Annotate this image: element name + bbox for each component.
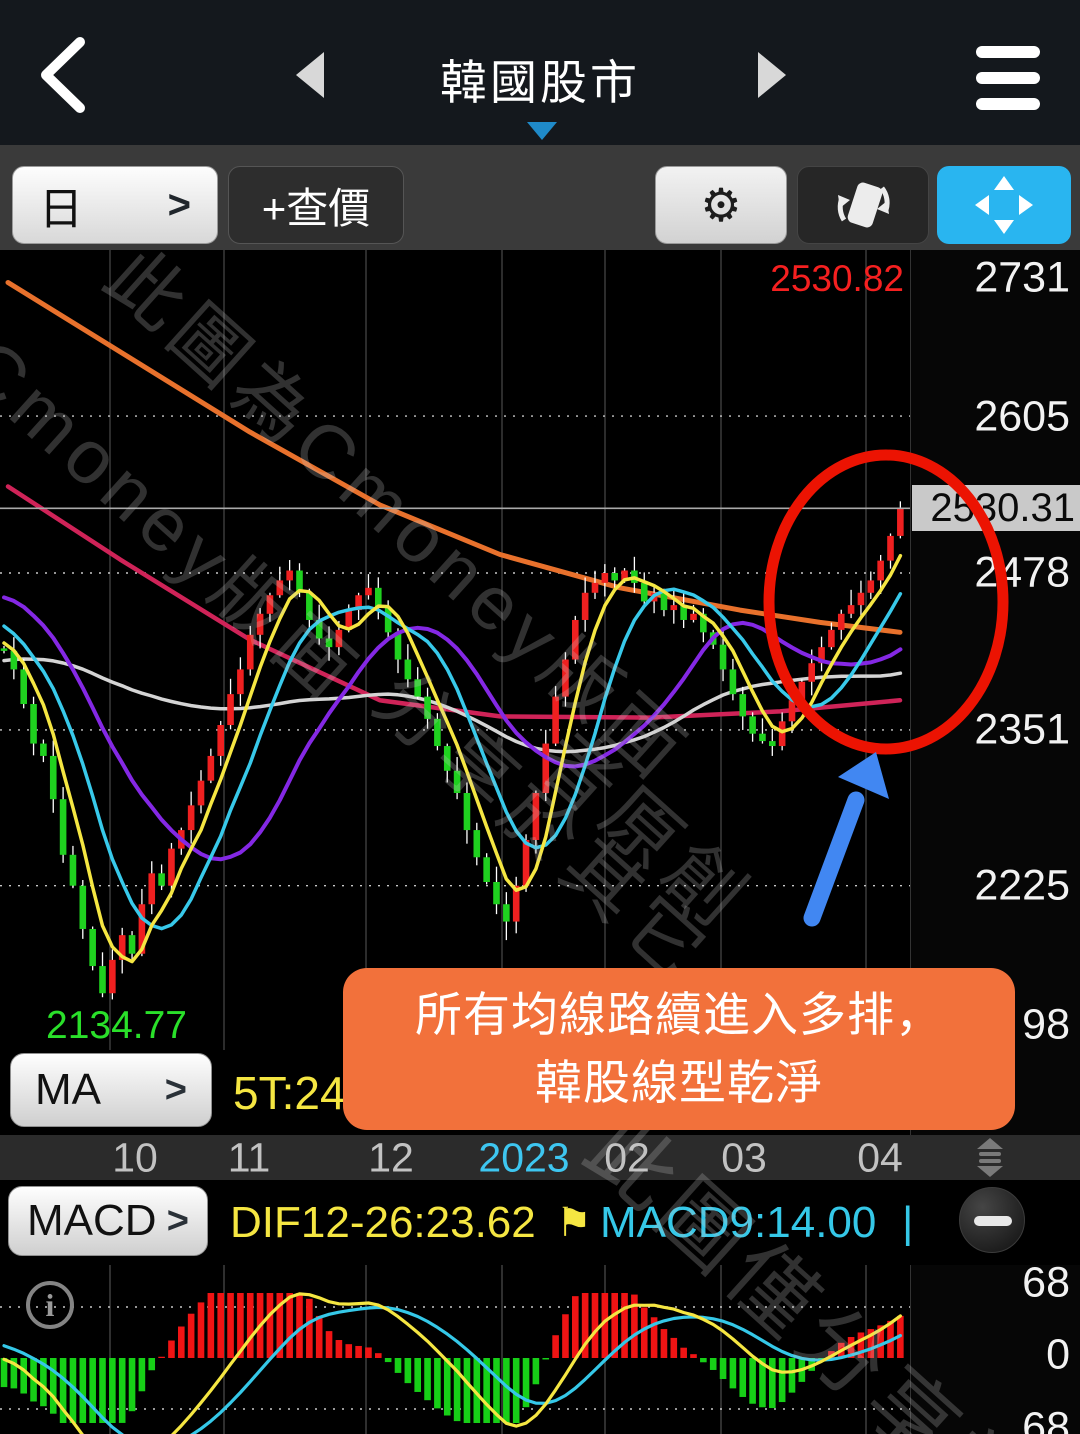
price-axis-label: 2225 — [974, 861, 1070, 910]
chart-toolbar: 日 > +查價 ⚙ — [0, 145, 1080, 250]
minus-icon — [974, 1216, 1012, 1226]
chevron-right-icon: > — [166, 1199, 189, 1242]
chevron-right-icon: > — [167, 182, 191, 227]
triangle-down-icon — [977, 1166, 1003, 1177]
info-button[interactable]: i — [26, 1281, 74, 1329]
macd-histogram — [0, 1293, 904, 1423]
move-arrows-icon — [975, 176, 1033, 234]
price-axis-label: 98 — [1022, 1000, 1070, 1049]
banner-line2: 韓股線型乾淨 — [535, 1056, 823, 1109]
macd-indicator-row: MACD > DIF12-26:23.62 ⚑ MACD9:14.00 | — [0, 1180, 1080, 1265]
pane-resize-handle[interactable] — [975, 1138, 1005, 1180]
price-axis-label: 2605 — [974, 392, 1070, 441]
collapse-pane-button[interactable] — [959, 1187, 1025, 1253]
x-axis-label: 10 — [112, 1134, 158, 1180]
hamburger-icon — [976, 46, 1040, 58]
page-title: 韓國股市 — [440, 56, 640, 109]
settings-button[interactable]: ⚙ — [655, 166, 787, 244]
rotate-phone-icon — [837, 182, 890, 228]
period-selector-button[interactable]: 日 > — [12, 166, 218, 244]
x-axis-bar[interactable]: 10 11 12 2023 02 03 04 — [0, 1134, 1080, 1180]
nav-bar: 韓國股市 — [0, 0, 1080, 145]
pan-mode-button[interactable] — [937, 166, 1071, 244]
dif-value-label: DIF12-26:23.62 — [230, 1197, 536, 1247]
flag-icon: ⚑ — [556, 1200, 592, 1245]
macd-cursor-mark: | — [902, 1197, 914, 1247]
x-axis-label: 12 — [368, 1134, 414, 1180]
x-axis-label: 02 — [604, 1134, 650, 1180]
period-label: 日 — [39, 185, 83, 234]
macd-axis-label: 68 — [1022, 1403, 1070, 1434]
price-axis-label: 2478 — [974, 548, 1070, 597]
back-button[interactable] — [22, 30, 102, 120]
ma-settings-button[interactable]: MA > — [10, 1053, 212, 1127]
price-axis-label: 2731 — [974, 253, 1070, 302]
macd-settings-button[interactable]: MACD > — [8, 1186, 208, 1256]
macd-button-label: MACD — [27, 1196, 157, 1245]
macd-axis-label: 68 — [1022, 1258, 1070, 1307]
menu-button[interactable] — [976, 46, 1046, 118]
macd-value-label: MACD9:14.00 — [600, 1197, 877, 1247]
macd-chart[interactable] — [0, 1265, 910, 1434]
chevron-right-icon: > — [164, 1068, 187, 1111]
x-axis-label: 11 — [227, 1134, 271, 1180]
rotate-screen-button[interactable] — [797, 166, 929, 244]
candles — [0, 501, 904, 1000]
period-low-label: 2134.77 — [46, 1004, 187, 1047]
prev-market-button[interactable] — [296, 52, 324, 98]
title-dropdown-caret-icon[interactable] — [527, 122, 557, 140]
add-quote-label: +查價 — [261, 184, 371, 232]
x-axis-label: 03 — [721, 1134, 767, 1180]
current-price-box: 2530.31 — [912, 485, 1080, 531]
period-high-label: 2530.82 — [770, 258, 904, 299]
triangle-up-icon — [977, 1138, 1003, 1149]
gear-icon: ⚙ — [700, 179, 742, 231]
price-axis-label: 2351 — [974, 705, 1070, 754]
x-axis-label: 04 — [857, 1134, 903, 1180]
macd-axis-label: 0 — [1046, 1330, 1070, 1379]
candlestick-chart[interactable] — [0, 250, 910, 1050]
next-market-button[interactable] — [758, 52, 786, 98]
ma-value-label: 5T:24 — [233, 1066, 346, 1119]
info-icon: i — [45, 1286, 55, 1323]
ma-button-label: MA — [35, 1065, 101, 1114]
annotation-banner: 所有均線路續進入多排， 韓股線型乾淨 — [343, 968, 1015, 1130]
chevron-left-icon — [41, 37, 85, 113]
banner-line1: 所有均線路續進入多排， — [415, 987, 943, 1041]
add-quote-button[interactable]: +查價 — [228, 166, 404, 244]
x-axis-label: 2023 — [478, 1134, 570, 1180]
